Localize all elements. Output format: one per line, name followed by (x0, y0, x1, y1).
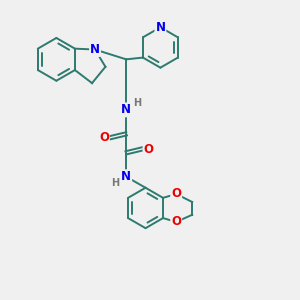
Text: O: O (171, 188, 181, 200)
Text: N: N (90, 43, 100, 56)
Text: O: O (99, 131, 109, 144)
Text: N: N (121, 170, 131, 183)
Text: N: N (155, 21, 165, 34)
Text: H: H (134, 98, 142, 108)
Text: N: N (121, 103, 131, 116)
Text: H: H (111, 178, 119, 188)
Text: O: O (143, 142, 154, 156)
Text: O: O (171, 215, 181, 228)
